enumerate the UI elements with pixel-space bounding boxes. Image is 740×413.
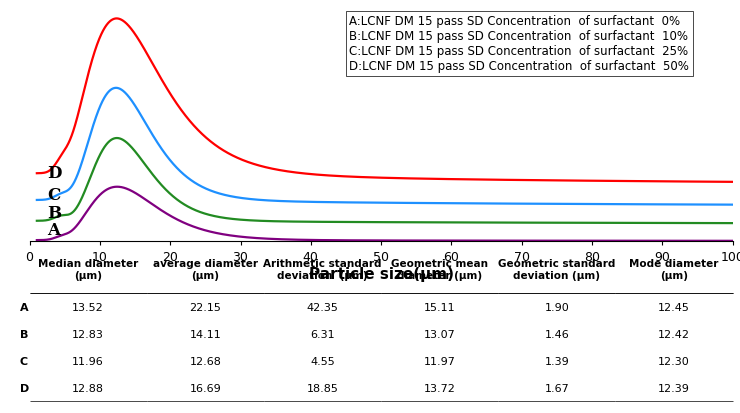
Text: D: D [47,165,61,182]
X-axis label: Particle size(μm): Particle size(μm) [309,266,454,281]
Text: A:LCNF DM 15 pass SD Concentration  of surfactant  0%
B:LCNF DM 15 pass SD Conce: A:LCNF DM 15 pass SD Concentration of su… [349,15,690,73]
Text: B: B [47,204,61,221]
Text: A: A [47,221,60,238]
Text: C: C [47,186,61,203]
